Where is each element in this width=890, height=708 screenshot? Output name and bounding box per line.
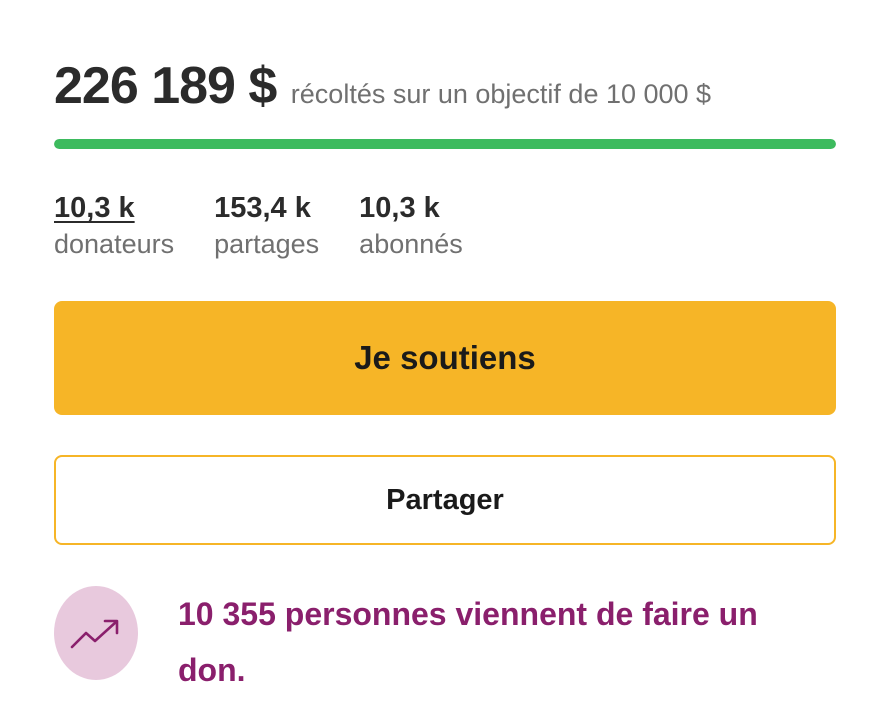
stat-followers-label: abonnés — [359, 229, 463, 259]
progress-bar-fill — [54, 139, 836, 149]
stat-shares: 153,4 k partages — [214, 190, 319, 262]
notice-text: 10 355 personnes viennent de faire un do… — [178, 596, 758, 688]
goal-text: récoltés sur un objectif de 10 000 $ — [290, 79, 712, 109]
progress-bar — [54, 139, 836, 149]
support-button[interactable]: Je soutiens — [54, 301, 836, 415]
stat-followers-value: 10,3 k — [359, 192, 440, 224]
stat-shares-label: partages — [214, 229, 320, 259]
trending-up-icon — [54, 586, 138, 680]
stat-followers: 10,3 k abonnés — [359, 190, 463, 262]
stat-donors: 10,3 k donateurs — [54, 190, 174, 262]
stat-donors-value[interactable]: 10,3 k — [54, 192, 135, 224]
amount-row: 226 189 $ récoltés sur un objectif de 10… — [54, 56, 836, 116]
amount-raised: 226 189 $ — [54, 57, 277, 115]
stats-row: 10,3 k donateurs 153,4 k partages 10,3 k… — [54, 190, 503, 262]
stat-shares-value: 153,4 k — [214, 192, 311, 224]
share-button[interactable]: Partager — [54, 455, 836, 545]
stat-donors-label: donateurs — [54, 229, 175, 259]
recent-donations-notice: 10 355 personnes viennent de faire un do… — [54, 586, 836, 688]
